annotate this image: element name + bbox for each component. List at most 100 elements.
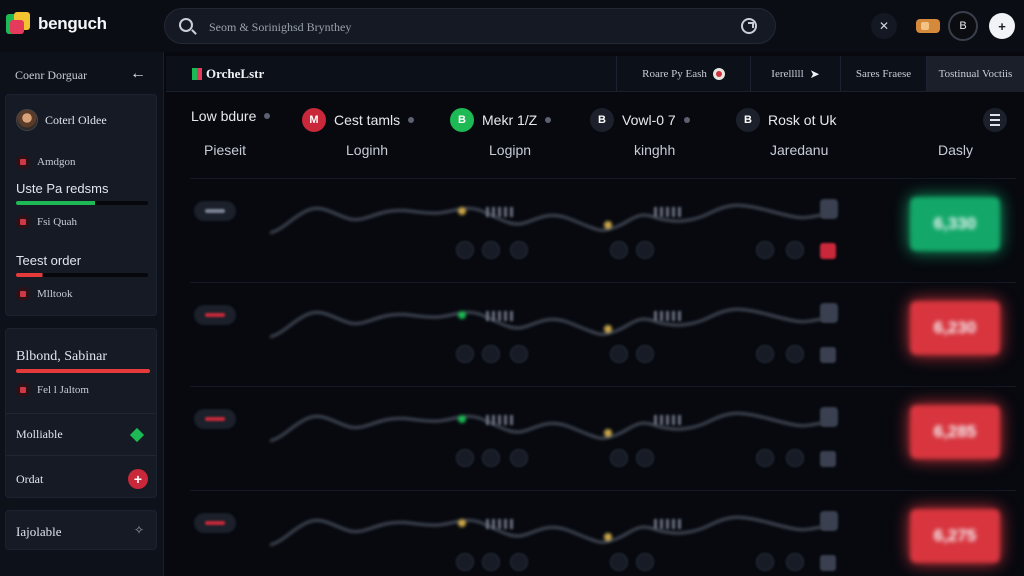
filter-chip-4[interactable]: B Rosk ot Uk xyxy=(736,108,836,132)
sparkle-icon[interactable]: ✧ xyxy=(134,523,145,537)
control-button[interactable] xyxy=(482,449,500,467)
control-button[interactable] xyxy=(482,241,500,259)
sidebar-subitem-1[interactable]: Mlltook xyxy=(16,287,148,301)
control-button[interactable] xyxy=(636,345,654,363)
volume-bars xyxy=(486,207,513,217)
sidebar-action-0[interactable]: Molliable xyxy=(16,427,148,442)
column-header: Pieseit xyxy=(204,142,247,158)
tab-2[interactable]: Sares Fraese xyxy=(840,56,926,92)
control-button[interactable] xyxy=(756,553,774,571)
diamond-icon xyxy=(129,427,145,442)
control-button[interactable] xyxy=(786,345,804,363)
volume-bars xyxy=(486,519,513,529)
sidebar-subitem-2[interactable]: Fel l Jaltom xyxy=(16,383,148,397)
control-button[interactable] xyxy=(456,449,474,467)
filter-chip-1[interactable]: M Cest tamls xyxy=(302,108,415,132)
control-button[interactable] xyxy=(456,241,474,259)
control-button[interactable] xyxy=(636,449,654,467)
control-button[interactable] xyxy=(610,241,628,259)
tab-0[interactable]: Roare Py Eash xyxy=(616,56,750,92)
tab-label: Roare Py Eash xyxy=(642,68,707,80)
control-button[interactable] xyxy=(456,345,474,363)
sidebar-item-0[interactable]: Uste Pa redsms xyxy=(16,181,148,196)
refresh-icon[interactable] xyxy=(741,18,757,34)
sidebar-subitem-label: Fsi Quah xyxy=(37,216,78,228)
search-icon[interactable] xyxy=(179,18,193,32)
profile-row[interactable]: Coterl Oldee xyxy=(16,109,148,131)
control-button[interactable] xyxy=(510,553,528,571)
control-button[interactable] xyxy=(482,553,500,571)
menu-icon[interactable] xyxy=(983,108,1007,132)
column-header: Dasly xyxy=(938,142,974,158)
account-button[interactable]: B xyxy=(948,11,978,41)
control-button[interactable] xyxy=(786,553,804,571)
sidebar-subitem-0[interactable]: Fsi Quah xyxy=(16,215,148,229)
control-button[interactable] xyxy=(756,449,774,467)
tab-label: Sares Fraese xyxy=(855,68,912,80)
filter-label: Cest tamls xyxy=(334,112,401,128)
close-button[interactable]: ✕ xyxy=(871,13,897,39)
settings-button[interactable]: + xyxy=(989,13,1015,39)
stop-icon[interactable] xyxy=(820,407,838,427)
control-button[interactable] xyxy=(510,449,528,467)
control-button[interactable] xyxy=(610,345,628,363)
logo-icon xyxy=(6,12,32,36)
tab-1[interactable]: Ierelllll ➤ xyxy=(750,56,840,92)
value-text: 6,330 xyxy=(933,214,977,233)
sparkline-chart xyxy=(270,516,823,546)
filter-label: Rosk ot Uk xyxy=(768,112,837,128)
control-button[interactable] xyxy=(636,553,654,571)
value-text: 6,275 xyxy=(933,526,977,545)
title-logo-icon xyxy=(192,68,202,80)
table-row[interactable]: 6,330 xyxy=(190,178,1016,278)
control-button[interactable] xyxy=(510,241,528,259)
sidebar-item-2[interactable]: Blbond, Sabinar xyxy=(16,349,148,365)
stop-icon[interactable] xyxy=(820,511,838,531)
sidebar-action-label: Ordat xyxy=(16,471,44,486)
stop-icon[interactable] xyxy=(820,199,838,219)
control-button[interactable] xyxy=(756,241,774,259)
control-button[interactable] xyxy=(510,345,528,363)
action-square-icon[interactable] xyxy=(820,451,836,467)
control-button[interactable] xyxy=(610,553,628,571)
filter-chip-0[interactable]: Low bdure xyxy=(191,108,271,124)
stop-icon[interactable] xyxy=(820,303,838,323)
footer-label: Iajolable xyxy=(16,524,62,539)
plus-icon[interactable]: + xyxy=(128,469,148,489)
filter-chip-3[interactable]: B Vowl-0 7 xyxy=(590,108,690,132)
search-input[interactable] xyxy=(209,17,729,37)
table-row[interactable]: 6,285 xyxy=(190,386,1016,486)
back-arrow-icon[interactable]: ← xyxy=(130,65,146,82)
tab-3[interactable]: Tostinual Voctiis xyxy=(926,56,1024,92)
theme-toggle[interactable] xyxy=(916,19,940,33)
control-button[interactable] xyxy=(756,345,774,363)
table-row[interactable]: 6,230 xyxy=(190,282,1016,382)
app-logo[interactable]: benguch xyxy=(6,12,107,36)
tag-icon xyxy=(16,287,30,301)
profile-name: Coterl Oldee xyxy=(45,112,107,127)
sidebar-footer[interactable]: Iajolable ✧ xyxy=(5,510,157,550)
filter-badge-icon: B xyxy=(590,108,614,132)
value-text: 6,230 xyxy=(933,318,977,337)
progress-bar xyxy=(16,369,150,373)
volume-bars xyxy=(486,311,513,321)
action-square-icon[interactable] xyxy=(820,347,836,363)
filter-chip-2[interactable]: B Mekr 1/Z xyxy=(450,108,552,132)
action-square-icon[interactable] xyxy=(820,243,836,259)
sidebar-action-1[interactable]: Ordat + xyxy=(16,469,148,489)
filter-label: Vowl-0 7 xyxy=(622,112,676,128)
control-button[interactable] xyxy=(482,345,500,363)
sidebar-item-1[interactable]: Teest order xyxy=(16,253,148,268)
control-button[interactable] xyxy=(456,553,474,571)
column-header: Jaredanu xyxy=(770,142,829,158)
control-button[interactable] xyxy=(786,241,804,259)
progress-bar xyxy=(16,273,148,277)
control-button[interactable] xyxy=(786,449,804,467)
action-square-icon[interactable] xyxy=(820,555,836,571)
section-row[interactable]: Amdgon xyxy=(16,155,148,169)
table-row[interactable]: 6,275 xyxy=(190,490,1016,576)
control-button[interactable] xyxy=(636,241,654,259)
status-pill xyxy=(194,513,236,533)
column-header: Loginh xyxy=(346,142,389,158)
control-button[interactable] xyxy=(610,449,628,467)
